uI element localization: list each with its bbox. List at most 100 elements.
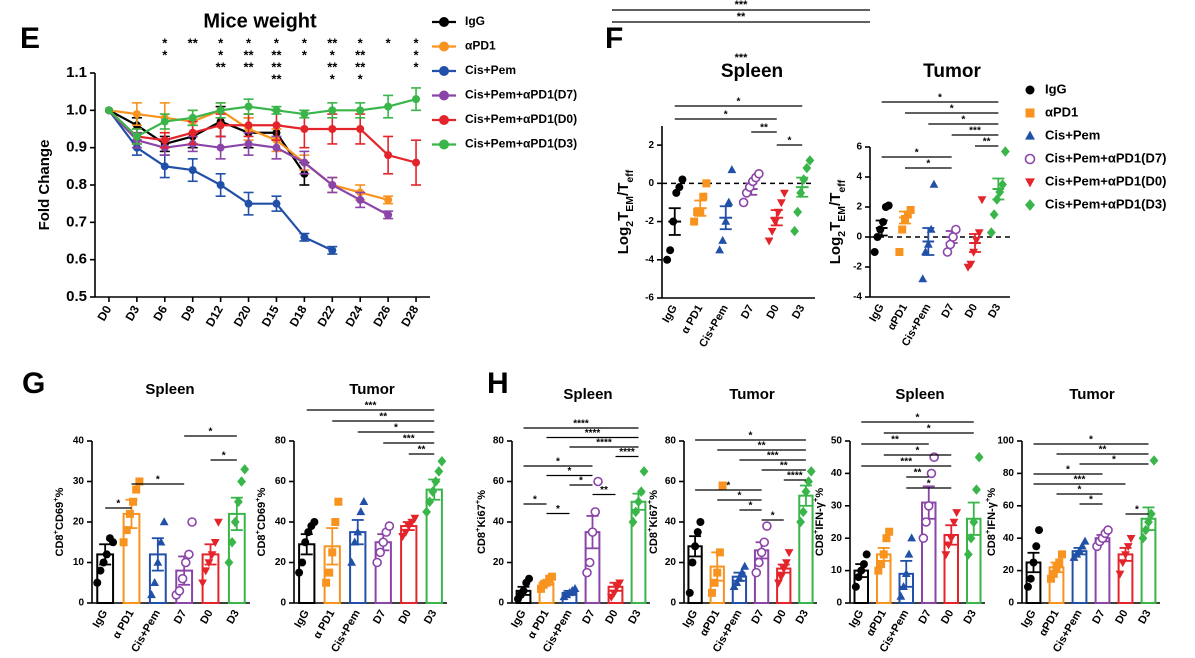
y-tick-label: 0: [498, 598, 504, 609]
legend-marker: [1025, 178, 1035, 188]
y-tick-label: 80: [665, 436, 677, 447]
y-tick-label: 2: [648, 140, 654, 151]
significance: **: [327, 35, 338, 50]
point: [666, 246, 675, 255]
point: [879, 218, 888, 226]
point: [587, 527, 598, 537]
point: [966, 533, 976, 544]
x-tick-label: D15: [259, 303, 282, 329]
point: [384, 102, 393, 111]
y-tick-label: 0.8: [66, 176, 87, 193]
significance: *: [771, 511, 775, 522]
point: [857, 566, 866, 575]
significance: *: [927, 479, 931, 490]
point: [156, 537, 166, 546]
point: [1055, 558, 1064, 567]
point: [718, 481, 727, 490]
significance: *: [749, 431, 753, 442]
chart-title: Tumor: [729, 386, 775, 403]
x-tick-label: D0: [603, 608, 620, 626]
point: [434, 466, 444, 477]
point: [177, 573, 188, 584]
point: [437, 456, 447, 467]
point: [859, 560, 868, 569]
point: [1035, 526, 1044, 535]
legend-label: IgG: [465, 14, 485, 28]
x-tick-label: IgG: [1019, 608, 1039, 630]
significance: **: [758, 441, 766, 452]
significance: *: [162, 47, 168, 62]
legend-label: Cis+Pem: [1045, 127, 1100, 142]
point: [977, 196, 987, 205]
point: [721, 216, 731, 225]
error-bar: [326, 527, 339, 566]
point: [160, 117, 169, 126]
point: [119, 538, 128, 547]
point: [896, 591, 906, 600]
x-tick-label: D3: [961, 608, 978, 626]
y-axis-label-part: /T: [615, 183, 632, 196]
point: [756, 547, 767, 558]
y-tick-label: 20: [275, 557, 287, 568]
y-axis-label-part: %: [814, 488, 826, 498]
x-tick-label: IgG: [867, 302, 887, 324]
significance: **: [983, 137, 991, 148]
point: [992, 194, 1002, 205]
significance: *: [1078, 485, 1082, 496]
point: [972, 484, 981, 495]
y-tick-label: 0.6: [66, 251, 87, 268]
point: [952, 509, 962, 518]
point: [410, 514, 420, 523]
point: [104, 106, 113, 115]
point: [295, 568, 304, 577]
point: [895, 248, 904, 256]
point: [773, 208, 783, 217]
x-tick-label: D26: [370, 303, 393, 329]
point: [1141, 524, 1151, 536]
point: [688, 558, 697, 567]
significance: *: [358, 71, 364, 86]
point: [1123, 543, 1133, 552]
y-axis-label-part: CD8: [54, 534, 66, 556]
significance: *: [162, 35, 168, 50]
point: [724, 197, 734, 206]
point: [974, 452, 984, 463]
point: [356, 125, 365, 133]
legend-label: Cis+Pem+αPD1(D7): [1045, 150, 1166, 165]
point: [972, 236, 981, 245]
point: [240, 464, 250, 475]
point: [735, 573, 744, 582]
y-axis-label-part: +: [645, 499, 654, 504]
significance: *: [414, 35, 420, 50]
point: [328, 548, 337, 557]
point: [272, 121, 281, 130]
legend-marker: [1025, 199, 1035, 211]
point: [174, 586, 185, 596]
significance: *: [938, 93, 942, 104]
point: [918, 274, 928, 283]
bar: [425, 488, 443, 605]
point: [425, 496, 435, 507]
point: [244, 121, 253, 130]
point: [412, 95, 421, 104]
significance: ****: [787, 471, 803, 482]
legend-label: Cis+Pem+αPD1(D3): [465, 137, 577, 151]
y-tick-label: 60: [275, 476, 287, 487]
point: [898, 225, 907, 234]
point: [328, 106, 337, 115]
significance: *: [916, 446, 920, 457]
point: [300, 233, 309, 242]
y-tick-label: 0.9: [66, 139, 87, 156]
point: [384, 195, 393, 204]
x-tick-label: IgG: [847, 608, 867, 630]
point: [790, 225, 799, 237]
y-axis-label-part: Log: [615, 227, 632, 255]
point: [234, 496, 243, 507]
y-tick-label: 2: [856, 202, 862, 213]
point: [412, 158, 421, 167]
y-axis-label-part: %: [986, 488, 998, 498]
point: [328, 246, 337, 255]
point: [548, 572, 557, 581]
point: [941, 551, 951, 560]
y-axis-label-part: CD8: [986, 534, 998, 556]
